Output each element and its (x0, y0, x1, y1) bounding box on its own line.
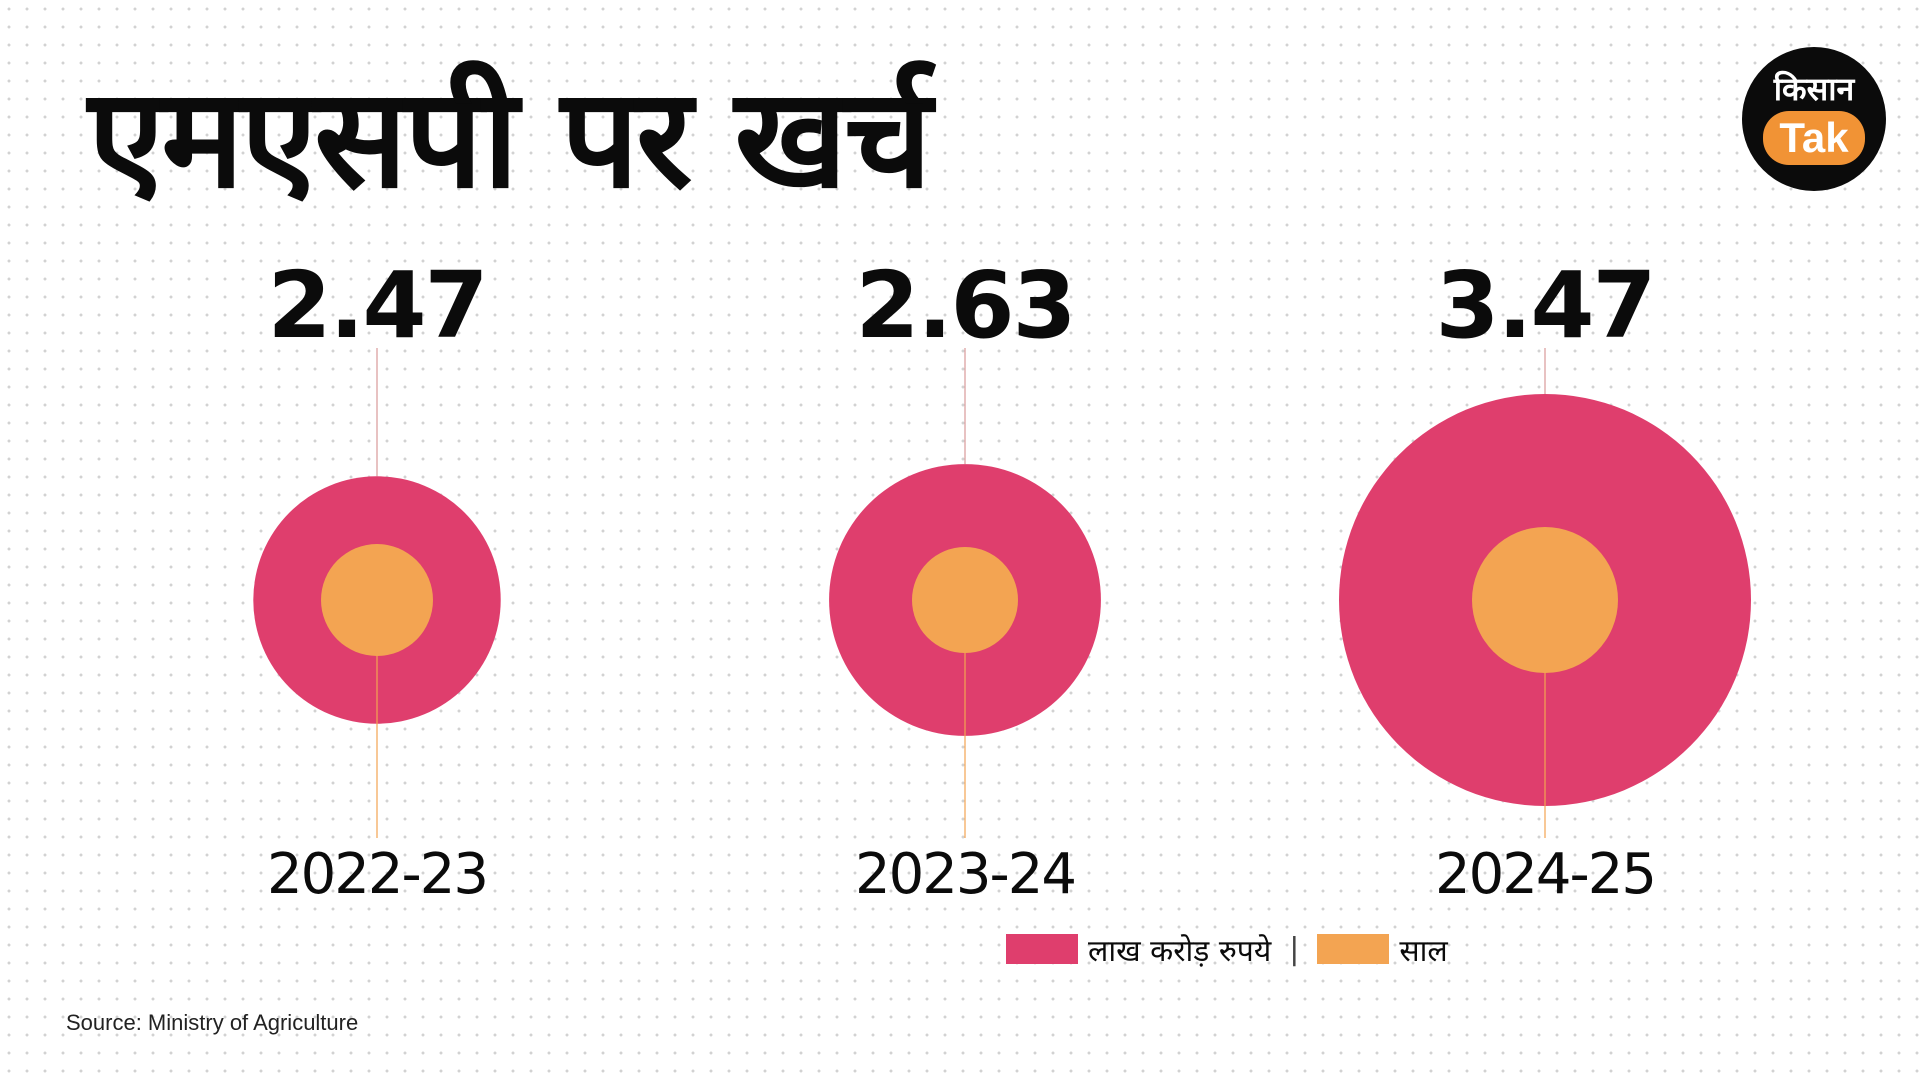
legend-separator: | (1289, 931, 1300, 967)
value-label: 2.63 (856, 252, 1075, 359)
logo-text-bottom: Tak (1763, 111, 1865, 165)
legend-swatch-year (1317, 934, 1390, 964)
year-label: 2023-24 (855, 842, 1075, 900)
source-note: Source: Ministry of Agriculture (66, 1010, 359, 1035)
legend-label-value: लाख करोड़ रुपये (1088, 933, 1272, 969)
value-label: 3.47 (1436, 252, 1655, 359)
chart-title: एमएसपी पर खर्च (88, 58, 932, 219)
logo-text-top: किसान (1773, 70, 1855, 108)
value-label: 2.47 (268, 252, 487, 359)
kisan-tak-logo: किसान Tak (1742, 47, 1886, 191)
legend-label-year: साल (1399, 933, 1448, 969)
bubble-chart: 2.47 2022-23 2.63 2023-24 3.47 2024-25 (253, 252, 1751, 900)
legend: लाख करोड़ रुपये | साल (1006, 929, 1448, 969)
year-label: 2022-23 (267, 842, 487, 900)
year-label: 2024-25 (1435, 842, 1655, 900)
legend-swatch-value (1006, 934, 1078, 964)
